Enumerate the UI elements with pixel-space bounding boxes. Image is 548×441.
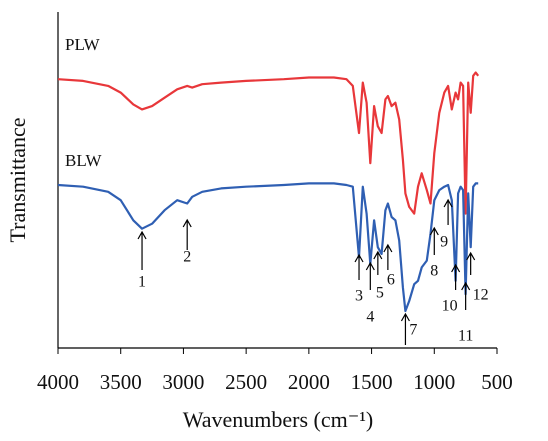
x-tick-label: 2500 xyxy=(225,370,267,394)
annotation-label: 6 xyxy=(387,272,395,289)
annotation-arrow xyxy=(466,251,476,275)
series-label: BLW xyxy=(65,151,102,170)
x-axis-title: Wavenumbers (cm⁻¹) xyxy=(183,407,374,432)
annotation-label: 9 xyxy=(440,234,448,251)
x-tick-label: 4000 xyxy=(37,370,79,394)
x-tick-label: 2000 xyxy=(288,370,330,394)
series-label: PLW xyxy=(65,35,101,54)
annotation-label: 7 xyxy=(409,322,417,339)
x-tick-label: 3500 xyxy=(100,370,142,394)
series-line xyxy=(57,71,480,215)
x-tick-label: 500 xyxy=(481,370,513,394)
annotation-arrow xyxy=(373,250,383,275)
annotation-arrow xyxy=(137,230,147,270)
annotation-arrow xyxy=(383,243,393,270)
annotation-label: 10 xyxy=(442,298,458,315)
annotation-arrow xyxy=(400,312,410,345)
annotation-arrow xyxy=(365,261,375,290)
annotation-label: 2 xyxy=(183,249,191,266)
annotation-arrow xyxy=(354,253,364,280)
annotation-label: 11 xyxy=(458,328,473,345)
annotation-label: 4 xyxy=(366,309,374,326)
annotation-label: 12 xyxy=(473,287,489,304)
annotation-label: 3 xyxy=(355,288,363,305)
annotation-arrow xyxy=(429,226,439,255)
annotation-arrow xyxy=(182,218,192,250)
x-tick-label: 1000 xyxy=(413,370,455,394)
y-axis-title: Transmittance xyxy=(5,117,30,242)
annotation-arrow xyxy=(451,263,461,290)
annotation-label: 8 xyxy=(430,263,438,280)
x-tick-label: 1500 xyxy=(351,370,393,394)
x-tick-label: 3000 xyxy=(162,370,204,394)
annotation-label: 5 xyxy=(376,285,384,302)
annotation-arrow xyxy=(443,198,453,225)
annotation-label: 1 xyxy=(138,274,146,291)
annotation-arrow xyxy=(461,281,471,310)
